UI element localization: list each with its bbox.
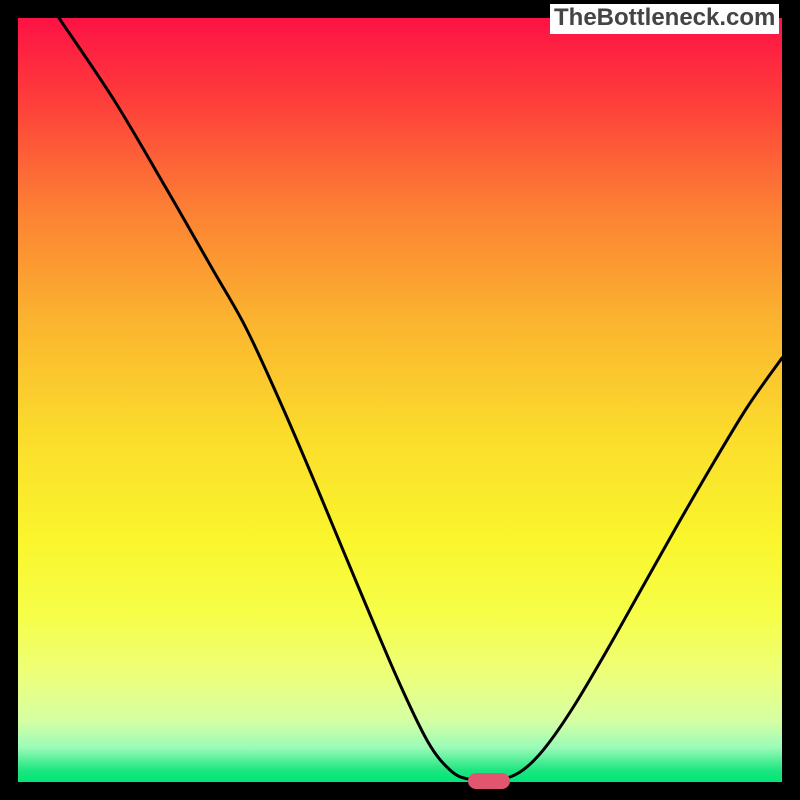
plot-area [18,18,782,782]
watermark-label: TheBottleneck.com [550,4,779,34]
curve-path [59,18,782,780]
optimum-marker [468,773,510,789]
bottleneck-curve [18,18,782,782]
